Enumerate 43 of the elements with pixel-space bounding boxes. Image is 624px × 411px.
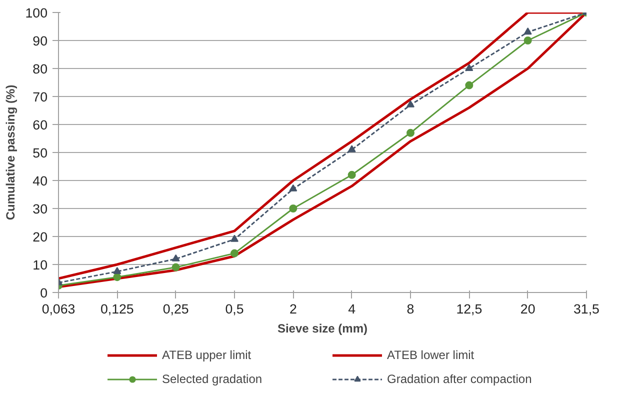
x-tick-label: 0,125 <box>100 302 134 316</box>
point <box>524 28 532 35</box>
point <box>172 254 180 262</box>
y-tick-label: 80 <box>32 62 48 76</box>
point <box>113 266 122 274</box>
point <box>172 263 180 272</box>
legend-label: ATEB upper limit <box>162 348 252 362</box>
legend-label: ATEB lower limit <box>387 348 476 362</box>
y-axis-title: Cumulative passing (%) <box>3 84 18 220</box>
x-tick-label: 0,25 <box>162 302 189 316</box>
point <box>113 273 122 282</box>
y-tick-label: 10 <box>32 258 48 272</box>
x-tick-label: 20 <box>520 302 536 316</box>
x-tick-label: 31,5 <box>574 302 600 316</box>
point <box>289 184 298 192</box>
x-tick-label: 0,5 <box>225 302 244 316</box>
legend-label: Gradation after compaction <box>387 372 533 386</box>
y-tick-label: 40 <box>32 174 48 188</box>
point <box>348 170 356 179</box>
x-axis-title: Sieve size (mm) <box>277 322 368 336</box>
x-tick-label: 8 <box>406 302 414 316</box>
y-tick-label: 90 <box>32 34 48 48</box>
point <box>465 81 474 90</box>
y-tick-label: 20 <box>32 230 48 244</box>
y-tick-label: 0 <box>40 286 48 300</box>
y-tick-label: 60 <box>32 118 48 132</box>
x-tick-label: 12,5 <box>456 302 482 316</box>
y-tick-label: 100 <box>25 6 48 20</box>
x-tick-label: 2 <box>289 302 297 316</box>
point <box>230 234 238 242</box>
y-tick-label: 50 <box>32 146 48 160</box>
point <box>406 100 414 108</box>
point <box>465 64 474 72</box>
x-tick-label: 0,063 <box>42 302 76 316</box>
point <box>524 36 532 44</box>
legend-label: Selected gradation <box>162 372 264 386</box>
point <box>406 128 414 137</box>
y-tick-label: 70 <box>32 90 48 104</box>
y-tick-label: 30 <box>32 202 48 216</box>
point <box>230 249 238 258</box>
x-tick-label: 4 <box>348 302 356 316</box>
point <box>289 204 298 212</box>
point <box>348 145 356 152</box>
